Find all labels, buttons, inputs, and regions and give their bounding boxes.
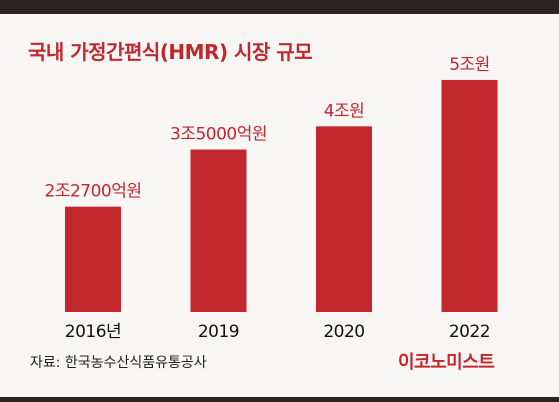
bar-2022 [441, 79, 498, 312]
bar-2016년 [65, 206, 121, 312]
bar-2020 [316, 126, 372, 312]
x-tick-label: 2022 [449, 322, 490, 342]
source-note: 자료: 한국농수산식품유통공사 [30, 355, 207, 371]
x-tick-label: 2020 [323, 322, 364, 342]
data-label: 4조원 [324, 101, 365, 121]
bottom-bar [0, 397, 559, 402]
x-tick-label: 2016년 [65, 322, 121, 342]
brand-logo-text: 이코노미스트 [398, 352, 495, 373]
data-label: 2조2700억원 [45, 182, 142, 202]
data-label: 3조5000억원 [170, 125, 267, 145]
top-bar [0, 0, 559, 14]
x-tick-label: 2019 [198, 322, 239, 342]
chart-title: 국내 가정간편식(HMR) 시장 규모 [28, 40, 313, 64]
bar-2019 [190, 149, 247, 312]
data-label: 5조원 [449, 55, 490, 75]
